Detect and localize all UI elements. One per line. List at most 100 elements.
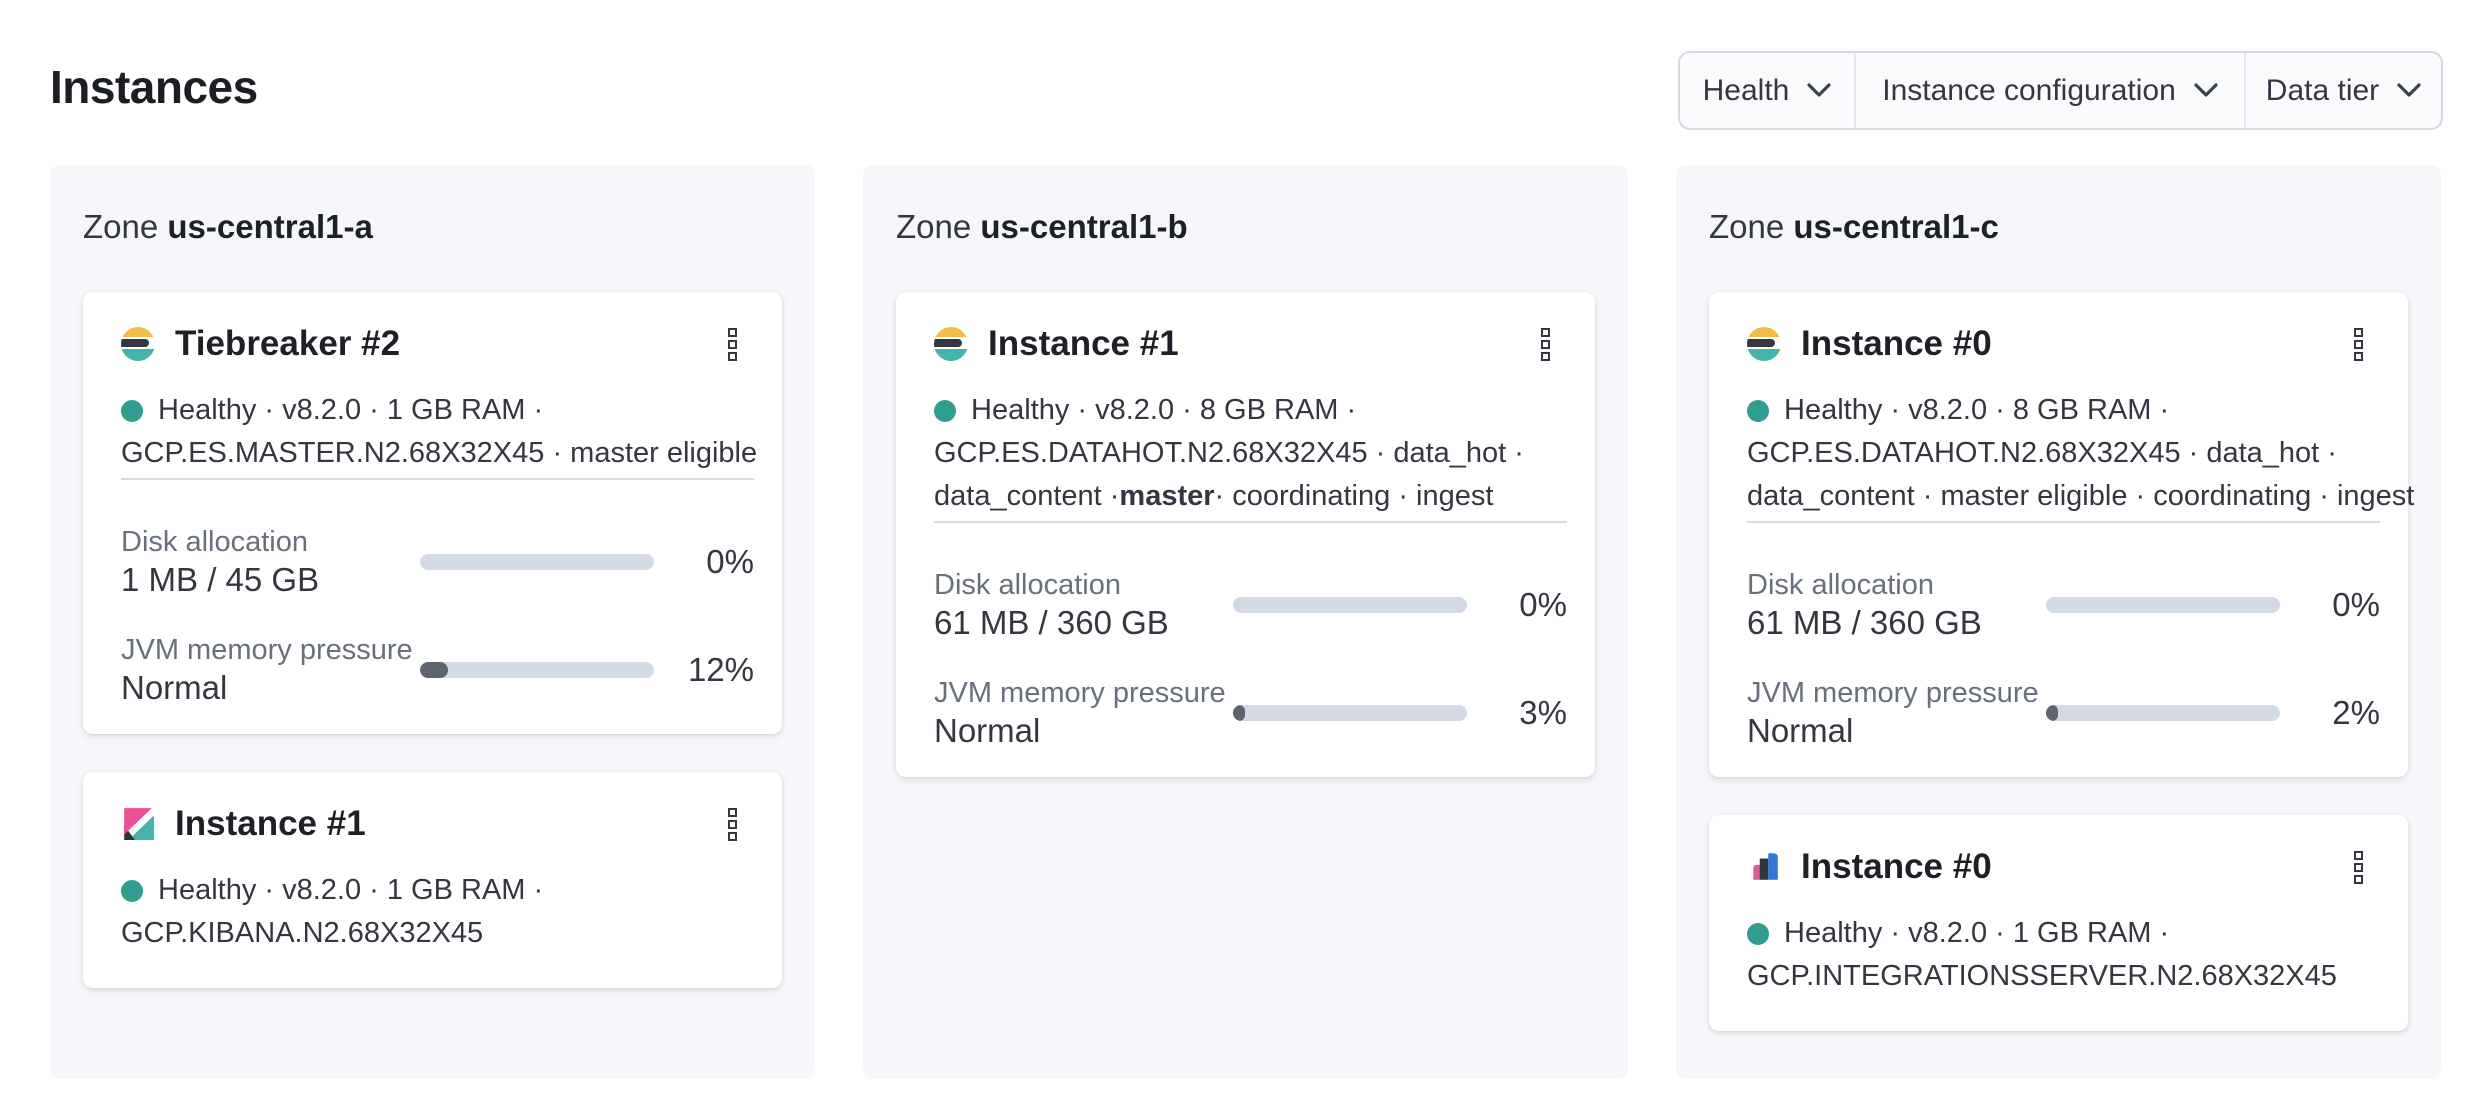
- metric-percent: 0%: [1519, 586, 1567, 623]
- metric-label: JVM memory pressure: [1747, 677, 2039, 709]
- metric-row: JVM memory pressure Normal 3%: [934, 675, 1567, 751]
- instance-menu-button[interactable]: [710, 322, 754, 366]
- info-text: Healthy · v8.2.0 · 1 GB RAM ·: [1784, 917, 2170, 949]
- metric-value: Normal: [934, 712, 1041, 749]
- metric-row: Disk allocation 61 MB / 360 GB 0%: [1747, 567, 2380, 643]
- filter-label: Data tier: [2265, 73, 2380, 107]
- kebab-icon: [2353, 327, 2363, 361]
- instance-title: Instance #0: [1801, 847, 1992, 886]
- info-text: GCP.ES.MASTER.N2.68X32X45 · master eligi…: [121, 437, 758, 469]
- instance-info-line: Healthy · v8.2.0 · 8 GB RAM ·: [934, 389, 1567, 432]
- instance-menu-button[interactable]: [2336, 322, 2380, 366]
- card-header: Instance #0: [1747, 322, 2380, 366]
- integrations-server-logo-icon: [1747, 850, 1781, 884]
- metric-percent: 0%: [2332, 586, 2380, 623]
- instance-info-line: data_content · master eligible · coordin…: [1747, 475, 2414, 518]
- metric-row: Disk allocation 1 MB / 45 GB 0%: [121, 524, 754, 600]
- metric-value: 61 MB / 360 GB: [934, 604, 1169, 641]
- zone-panel: Zone us-central1-a Tiebreaker #2 Healthy ·…: [50, 165, 815, 1079]
- page-title: Instances: [50, 61, 258, 113]
- info-text: GCP.INTEGRATIONSSERVER.N2.68X32X45: [1747, 960, 2337, 992]
- elasticsearch-logo-icon: [121, 327, 155, 361]
- zone-title: Zone us-central1-c: [1709, 205, 2408, 249]
- metric-label: Disk allocation: [1747, 569, 1934, 601]
- metric-row: Disk allocation 61 MB / 360 GB 0%: [934, 567, 1567, 643]
- metric-percent: 2%: [2332, 694, 2380, 731]
- info-text: GCP.ES.DATAHOT.N2.68X32X45 · data_hot ·: [1747, 437, 2337, 469]
- zone-panel: Zone us-central1-b Instance #1 Healthy · v…: [863, 165, 1628, 1079]
- metric-left: JVM memory pressure Normal: [121, 632, 420, 708]
- progress-bar: [2046, 597, 2280, 613]
- metric-left: JVM memory pressure Normal: [1747, 675, 2046, 751]
- metric-left: JVM memory pressure Normal: [934, 675, 1233, 751]
- progress-bar: [1233, 597, 1467, 613]
- elasticsearch-logo-icon: [934, 327, 968, 361]
- instance-menu-button[interactable]: [710, 802, 754, 846]
- instance-card: Instance #0 Healthy · v8.2.0 · 1 GB RAM ·…: [1709, 815, 2408, 1031]
- info-text: data_content · master eligible · coordin…: [1747, 480, 2415, 512]
- zone-title: Zone us-central1-a: [83, 205, 782, 249]
- progress-bar: [2046, 705, 2280, 721]
- metric-label: JVM memory pressure: [121, 634, 413, 666]
- metric-row: JVM memory pressure Normal 12%: [121, 632, 754, 708]
- instance-info-line: GCP.ES.MASTER.N2.68X32X45 · master eligi…: [121, 432, 758, 475]
- instance-info-line: Healthy · v8.2.0 · 1 GB RAM ·: [121, 869, 754, 912]
- card-header: Instance #1: [121, 802, 754, 846]
- instance-info-line: GCP.ES.DATAHOT.N2.68X32X45 · data_hot ·: [1747, 432, 2380, 475]
- instance-info-line: GCP.KIBANA.N2.68X32X45: [121, 912, 754, 955]
- chevron-down-icon: [1807, 83, 1831, 97]
- info-text: Healthy · v8.2.0 · 8 GB RAM ·: [1784, 394, 2170, 426]
- zone-title: Zone us-central1-b: [896, 205, 1595, 249]
- kibana-logo-icon: [121, 807, 155, 841]
- instance-title: Instance #1: [175, 804, 366, 843]
- kebab-icon: [2353, 850, 2363, 884]
- zone-label: Zone: [83, 208, 168, 245]
- instance-title: Instance #1: [988, 324, 1179, 363]
- card-header: Instance #0: [1747, 845, 2380, 889]
- filter-button-data-tier[interactable]: Data tier: [2246, 53, 2441, 128]
- card-header: Tiebreaker #2: [121, 322, 754, 366]
- progress-bar: [420, 662, 654, 678]
- instance-menu-button[interactable]: [2336, 845, 2380, 889]
- metrics: Disk allocation 61 MB / 360 GB 0% JVM memor…: [1747, 567, 2380, 751]
- info-text: data_content ·: [934, 480, 1120, 512]
- metrics: Disk allocation 61 MB / 360 GB 0% JVM memor…: [934, 567, 1567, 751]
- info-text: GCP.ES.DATAHOT.N2.68X32X45 · data_hot ·: [934, 437, 1524, 469]
- info-text: Healthy · v8.2.0 · 1 GB RAM ·: [158, 394, 544, 426]
- chevron-down-icon: [2397, 83, 2421, 97]
- instance-info-line: Healthy · v8.2.0 · 1 GB RAM ·: [1747, 912, 2380, 955]
- metric-row: JVM memory pressure Normal 2%: [1747, 675, 2380, 751]
- metric-value: 61 MB / 360 GB: [1747, 604, 1982, 641]
- progress-fill: [1233, 705, 1245, 721]
- filter-label: Instance configuration: [1882, 73, 2176, 107]
- health-dot: [121, 879, 143, 902]
- chevron-down-icon: [2194, 83, 2218, 97]
- metrics: Disk allocation 1 MB / 45 GB 0% JVM memory …: [121, 524, 754, 708]
- metric-label: JVM memory pressure: [934, 677, 1226, 709]
- instance-card: Instance #1 Healthy · v8.2.0 · 1 GB RAM ·…: [83, 772, 782, 988]
- instance-menu-button[interactable]: [1523, 322, 1567, 366]
- metric-value: 1 MB / 45 GB: [121, 561, 320, 598]
- instance-title: Tiebreaker #2: [175, 324, 401, 363]
- health-dot: [1747, 922, 1769, 945]
- kebab-icon: [1540, 327, 1550, 361]
- info-text: Healthy · v8.2.0 · 8 GB RAM ·: [971, 394, 1357, 426]
- metric-percent: 3%: [1519, 694, 1567, 731]
- metric-value: Normal: [1747, 712, 1854, 749]
- instance-card: Instance #1 Healthy · v8.2.0 · 8 GB RAM ·…: [896, 292, 1595, 777]
- filter-button-health[interactable]: Health: [1680, 53, 1856, 128]
- info-text: master: [1119, 480, 1215, 512]
- zone-name: us-central1-a: [167, 208, 373, 245]
- health-dot: [934, 399, 956, 422]
- filter-button-instance-configuration[interactable]: Instance configuration: [1856, 53, 2246, 128]
- kebab-icon: [727, 327, 737, 361]
- filter-group: Health Instance configuration Data tier: [1678, 51, 2443, 130]
- card-divider: [1747, 521, 2380, 523]
- metric-left: Disk allocation 61 MB / 360 GB: [934, 567, 1233, 643]
- instance-info: Healthy · v8.2.0 · 1 GB RAM · GCP.KIBANA.…: [121, 869, 754, 955]
- metric-percent: 0%: [706, 543, 754, 580]
- info-text: GCP.KIBANA.N2.68X32X45: [121, 917, 484, 949]
- progress-fill: [420, 662, 449, 678]
- instance-info: Healthy · v8.2.0 · 1 GB RAM · GCP.INTEGRA…: [1747, 912, 2380, 998]
- card-divider: [934, 521, 1567, 523]
